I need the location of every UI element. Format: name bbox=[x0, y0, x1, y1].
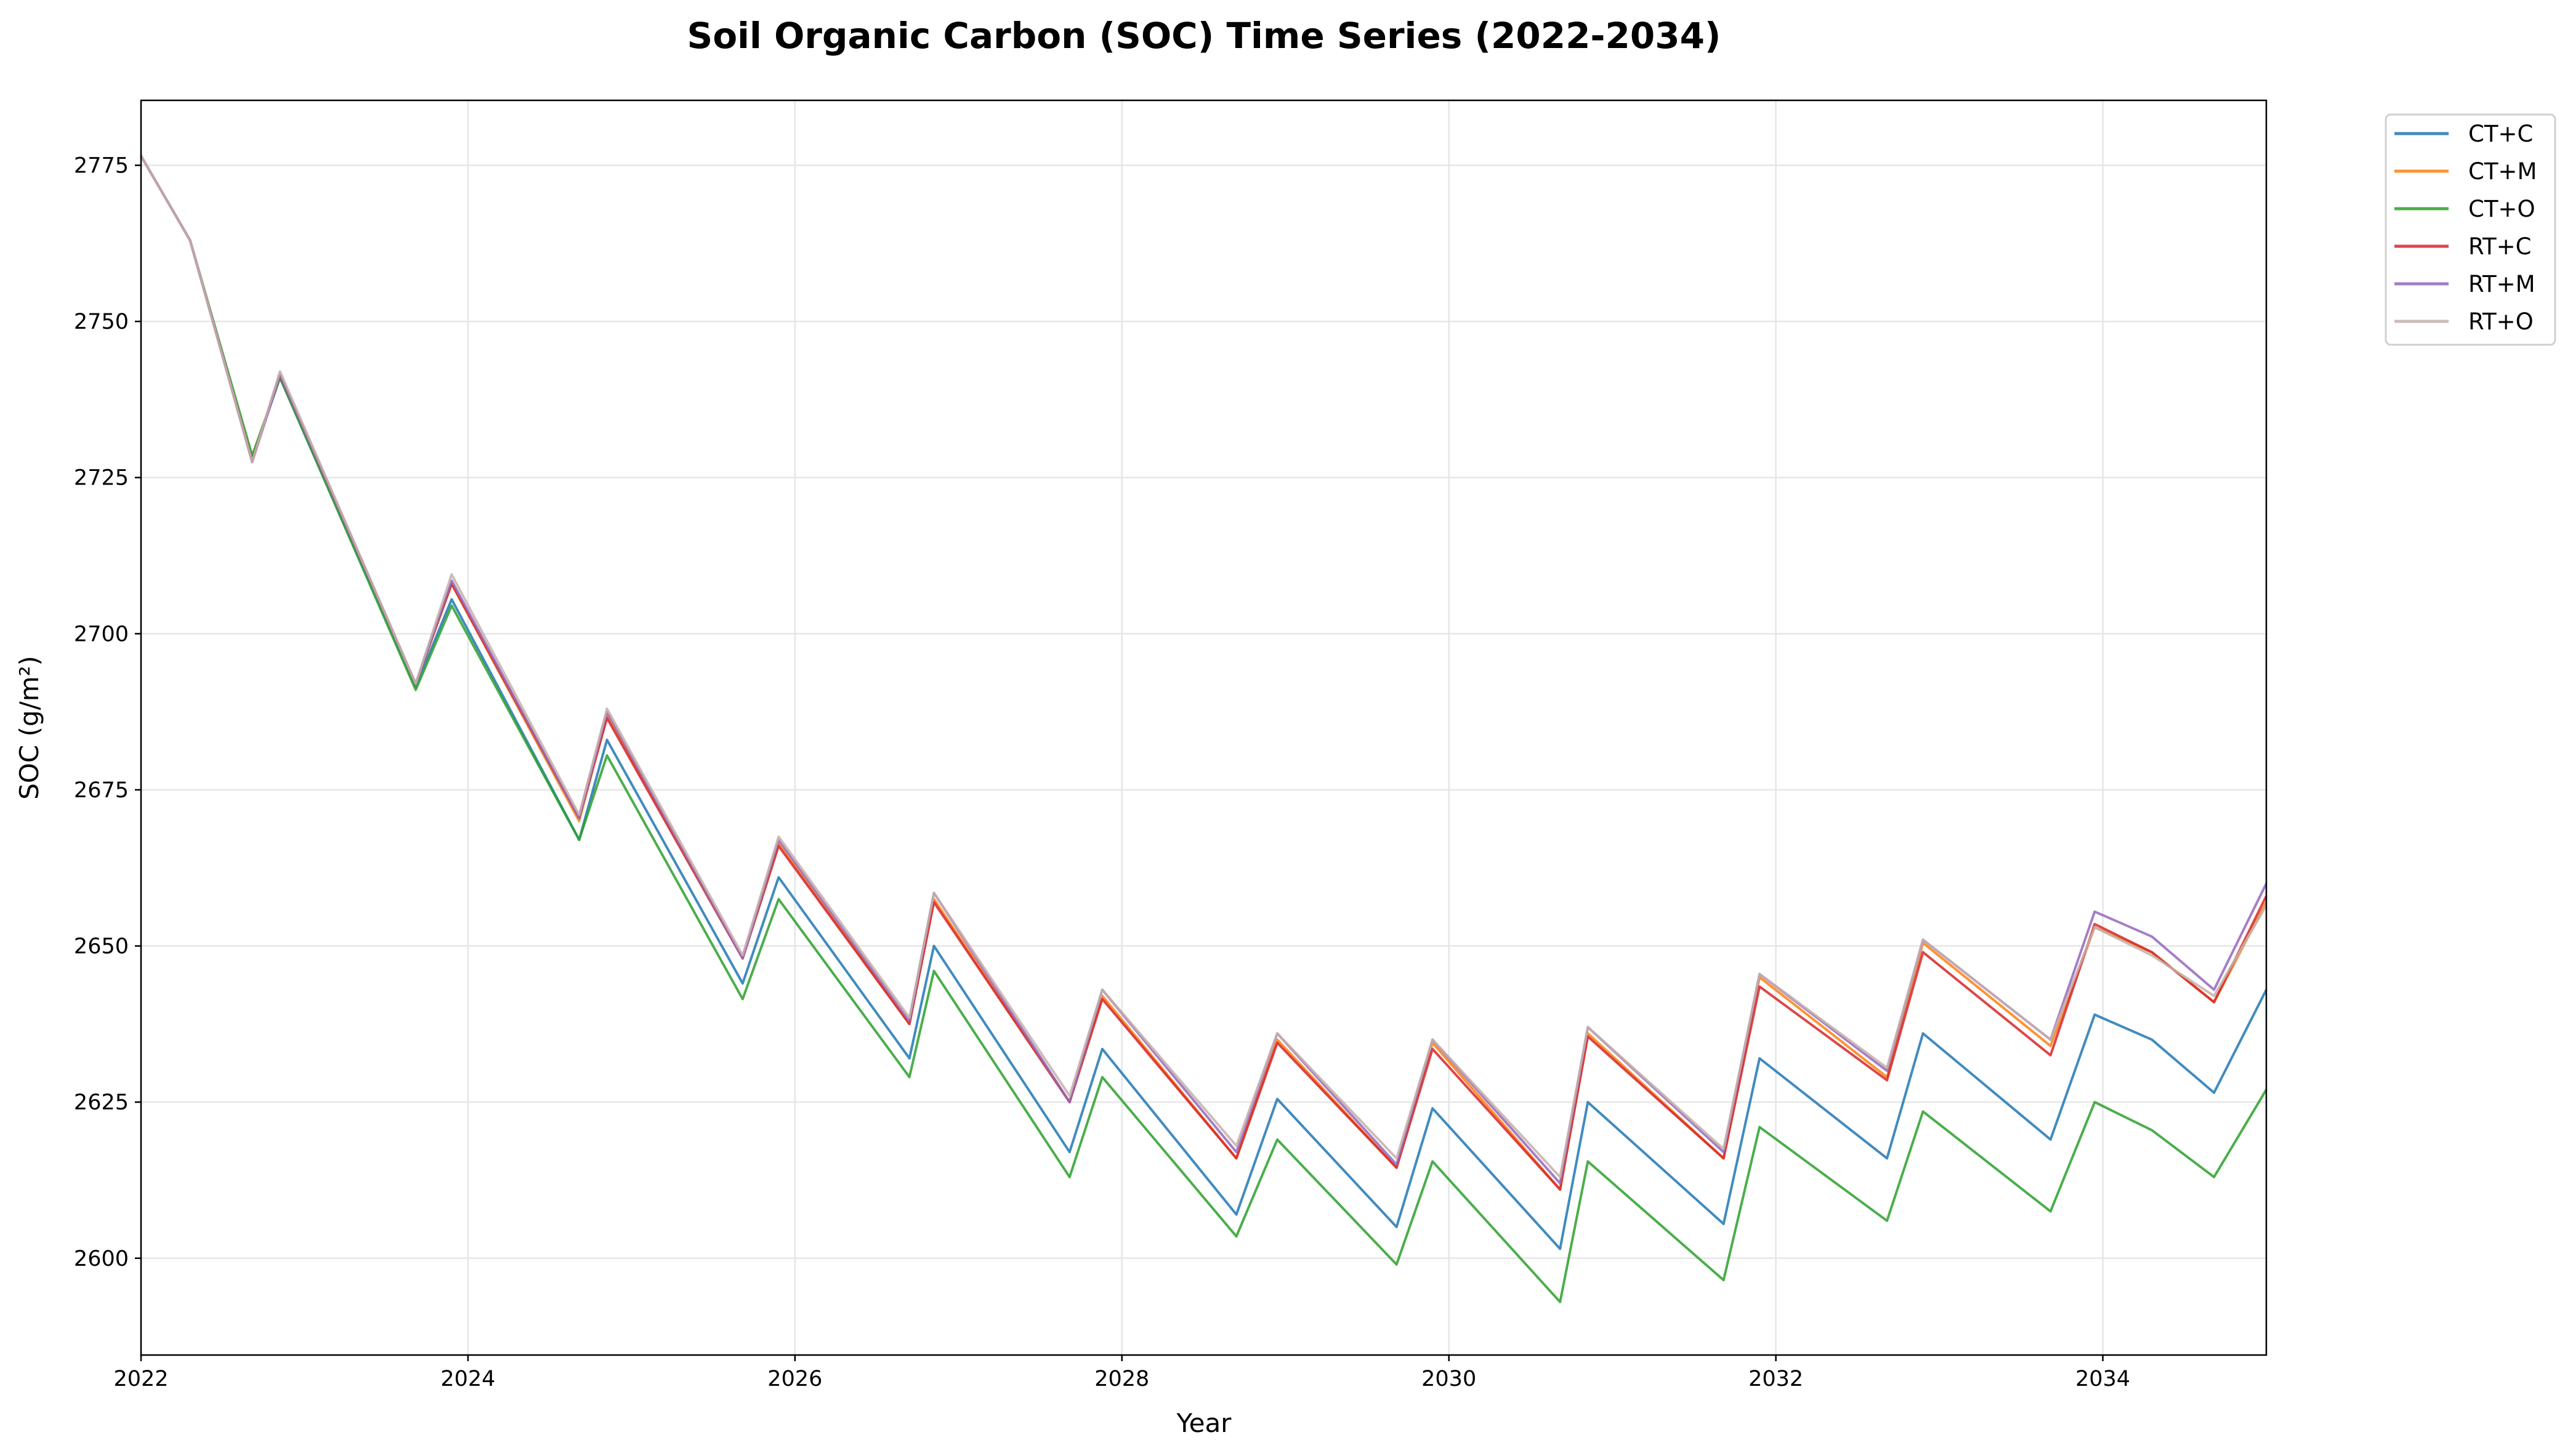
chart-title: Soil Organic Carbon (SOC) Time Series (2… bbox=[687, 15, 1721, 57]
legend-item: CT+O bbox=[2394, 196, 2535, 222]
x-tick-label: 2026 bbox=[767, 1367, 822, 1391]
legend-label: CT+O bbox=[2468, 196, 2535, 222]
legend-label: RT+O bbox=[2468, 308, 2534, 335]
x-tick-label: 2030 bbox=[1421, 1367, 1476, 1391]
y-tick-label: 2725 bbox=[74, 466, 129, 491]
x-tick-label: 2022 bbox=[113, 1367, 168, 1391]
grid-lines bbox=[140, 100, 2266, 1355]
series-line-ct-c bbox=[140, 155, 2268, 1250]
legend-item: CT+C bbox=[2394, 121, 2533, 147]
series-line-ct-m bbox=[140, 155, 2268, 1191]
legend: CT+C CT+M CT+O RT+C RT+M RT+O bbox=[2385, 113, 2556, 346]
x-axis-label: Year bbox=[1176, 1408, 1232, 1438]
y-tick-label: 2775 bbox=[74, 154, 129, 179]
legend-label: CT+M bbox=[2468, 158, 2537, 185]
series-line-rt-m bbox=[140, 155, 2268, 1185]
y-tick-label: 2625 bbox=[74, 1090, 129, 1115]
series-line-ct-o bbox=[140, 155, 2268, 1303]
y-tick-label: 2600 bbox=[74, 1247, 129, 1271]
series-lines bbox=[140, 155, 2268, 1303]
y-tick-label: 2700 bbox=[74, 622, 129, 646]
x-tick-label: 2032 bbox=[1748, 1367, 1803, 1391]
legend-label: CT+C bbox=[2468, 121, 2533, 147]
legend-item: RT+O bbox=[2394, 308, 2534, 335]
x-tick-label: 2024 bbox=[440, 1367, 495, 1391]
y-tick-label: 2675 bbox=[74, 778, 129, 803]
y-tick-label: 2650 bbox=[74, 935, 129, 959]
x-tick-label: 2028 bbox=[1094, 1367, 1149, 1391]
x-axis-ticks: 2022 2024 2026 2028 2030 2032 2034 bbox=[113, 1355, 2130, 1391]
legend-item: RT+M bbox=[2394, 271, 2535, 297]
legend-item: CT+M bbox=[2394, 158, 2537, 185]
y-axis-label: SOC (g/m²) bbox=[14, 656, 44, 800]
x-tick-label: 2034 bbox=[2075, 1367, 2130, 1391]
legend-label: RT+C bbox=[2468, 233, 2531, 260]
legend-item: RT+C bbox=[2394, 233, 2531, 260]
plot-frame bbox=[140, 99, 2268, 1356]
legend-label: RT+M bbox=[2468, 271, 2535, 297]
series-line-rt-c bbox=[140, 155, 2268, 1191]
y-tick-label: 2750 bbox=[74, 310, 129, 334]
series-line-rt-o bbox=[140, 155, 2268, 1178]
y-axis-ticks: 2600 2625 2650 2675 2700 2725 2750 2775 bbox=[74, 154, 141, 1271]
